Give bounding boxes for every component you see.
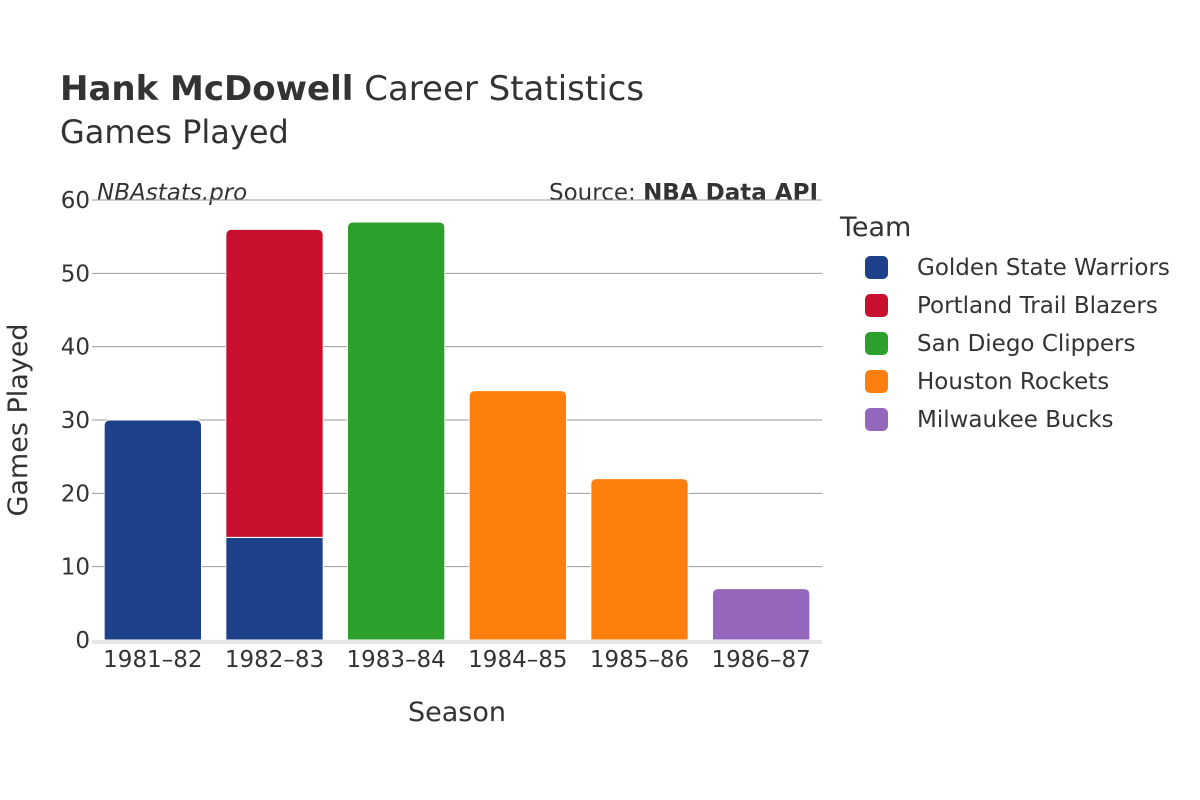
legend-label: Golden State Warriors — [917, 255, 1170, 281]
y-tick-label: 20 — [61, 481, 90, 507]
source-note: Source: NBA Data API — [549, 180, 818, 206]
y-tick-label: 50 — [61, 261, 90, 287]
legend-label: Houston Rockets — [917, 369, 1109, 395]
chart-title: Hank McDowell Career Statistics — [60, 69, 644, 109]
legend-swatch — [865, 408, 888, 431]
x-tick-labels: 1981–82 1982–83 1983–84 1984–85 1985–86 1986–… — [103, 647, 811, 673]
legend-label: San Diego Clippers — [917, 331, 1135, 357]
y-tick-label: 0 — [75, 628, 90, 654]
watermark: NBAstats.pro — [97, 180, 247, 206]
y-tick-label: 40 — [61, 335, 90, 361]
x-tick-label: 1981–82 — [103, 647, 202, 673]
legend-label: Milwaukee Bucks — [917, 407, 1114, 433]
legend-swatch — [865, 370, 888, 393]
legend-label: Portland Trail Blazers — [917, 293, 1158, 319]
chart-subtitle: Games Played — [60, 113, 289, 151]
x-tick-label: 1985–86 — [590, 647, 689, 673]
y-tick-label: 60 — [61, 188, 90, 214]
chart-title-rest: Career Statistics — [353, 69, 644, 109]
x-tick-label: 1984–85 — [468, 647, 567, 673]
bar-segment — [225, 228, 324, 538]
x-tick-label: 1986–87 — [712, 647, 811, 673]
x-tick-label: 1982–83 — [225, 647, 324, 673]
gridlines — [92, 199, 822, 568]
y-tick-label: 10 — [61, 555, 90, 581]
legend-swatch — [865, 256, 888, 279]
source-prefix: Source: — [549, 180, 643, 206]
source-name: NBA Data API — [643, 180, 818, 206]
bar-segment — [468, 390, 567, 641]
bar-segment — [225, 536, 324, 641]
x-tick-label: 1983–84 — [347, 647, 446, 673]
legend: Golden State Warriors Portland Trail Blaz… — [865, 255, 1170, 433]
x-axis-title: Season — [408, 697, 506, 728]
bar-segment — [590, 478, 689, 641]
y-axis-title: Games Played — [3, 323, 34, 516]
chart-title-name: Hank McDowell — [60, 69, 353, 109]
x-axis-baseline — [92, 640, 822, 644]
bar-segment — [103, 419, 202, 641]
y-tick-label: 30 — [61, 408, 90, 434]
legend-swatch — [865, 332, 888, 355]
bar-segment — [347, 221, 446, 641]
legend-swatch — [865, 294, 888, 317]
y-tick-labels: 0 10 20 30 40 50 60 — [61, 188, 90, 654]
bars — [103, 221, 811, 641]
legend-title: Team — [839, 212, 911, 243]
bar-segment — [712, 588, 811, 641]
